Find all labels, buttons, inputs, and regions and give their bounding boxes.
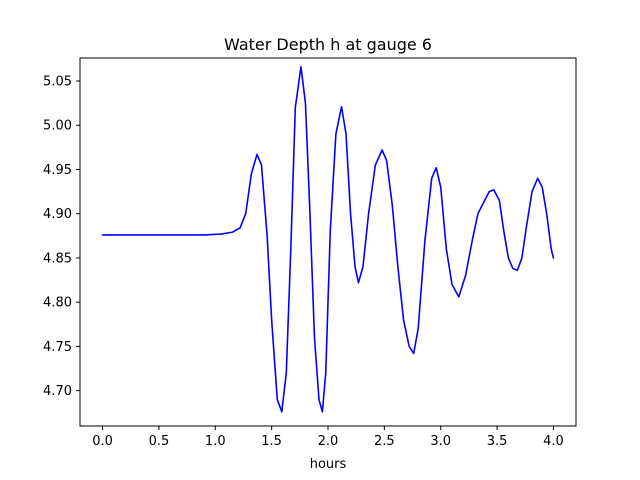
x-tick-label: 1.5 <box>261 434 282 449</box>
x-tick-label: 4.0 <box>543 434 564 449</box>
x-tick-label: 0.5 <box>149 434 170 449</box>
x-tick-label: 2.0 <box>318 434 339 449</box>
y-tick-label: 4.75 <box>43 340 72 355</box>
y-tick-label: 4.70 <box>43 384 72 399</box>
y-tick-label: 4.80 <box>43 296 72 311</box>
y-tick-label: 5.05 <box>43 75 72 90</box>
x-tick-label: 3.0 <box>430 434 451 449</box>
y-tick-label: 4.90 <box>43 207 72 222</box>
x-tick-label: 0.0 <box>92 434 113 449</box>
x-axis-label: hours <box>310 457 347 472</box>
x-tick-label: 3.5 <box>487 434 508 449</box>
y-tick-label: 4.85 <box>43 251 72 266</box>
x-tick-label: 2.5 <box>374 434 395 449</box>
y-tick-label: 4.95 <box>43 163 72 178</box>
y-axis: 4.70 4.75 4.80 4.85 4.90 4.95 5.00 5.05 <box>43 75 80 399</box>
series-line-0 <box>101 66 555 413</box>
x-tick-label: 1.0 <box>205 434 226 449</box>
plot-area <box>101 66 555 413</box>
chart-title: Water Depth h at gauge 6 <box>224 35 432 54</box>
x-axis: 0.0 0.5 1.0 1.5 2.0 2.5 3.0 3.5 4.0 <box>92 426 564 449</box>
y-tick-label: 5.00 <box>43 119 72 134</box>
